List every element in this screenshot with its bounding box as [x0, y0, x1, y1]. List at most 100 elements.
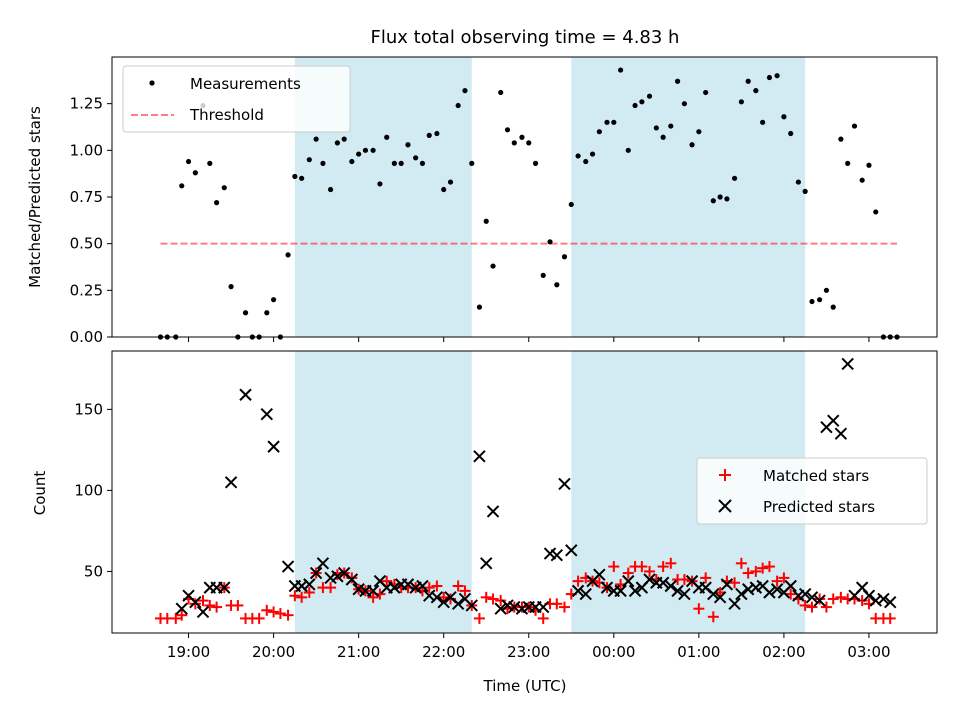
measurement-point: [632, 102, 638, 109]
matched-star-point: [678, 574, 690, 586]
matched-star-point: [644, 565, 656, 577]
measurement-point: [710, 198, 716, 204]
bottom-x-ticks: 19:00 20:00 21:00 22:00 23:00 00:00 01:00 02:00…: [167, 633, 891, 661]
predicted-star-point: [834, 427, 848, 440]
measurement-point: [320, 160, 326, 166]
predicted-star-point: [196, 605, 210, 619]
top-y-tick-label: 0.75: [70, 188, 103, 206]
predicted-star-point: [401, 578, 415, 591]
matched-star-point: [700, 572, 712, 584]
predicted-star-point: [813, 594, 826, 607]
measurement-point: [596, 129, 602, 135]
measurement-point: [441, 186, 447, 193]
predicted-star-point: [622, 574, 635, 588]
predicted-star-point: [473, 450, 486, 463]
matched-star-point: [480, 591, 492, 603]
top-legend-box: [122, 65, 351, 133]
measurement-point: [264, 310, 270, 316]
predicted-star-point: [728, 597, 741, 611]
measurement-point: [384, 134, 390, 140]
predicted-star-point: [416, 579, 429, 593]
predicted-star-point: [841, 357, 854, 371]
predicted-star-point: [224, 476, 238, 489]
measurement-point: [745, 78, 751, 84]
measurement-point: [391, 160, 397, 166]
top-y-tick-label: 0.00: [70, 328, 103, 346]
measurement-point: [561, 254, 568, 260]
predicted-star-point: [571, 584, 585, 598]
predicted-star-point: [877, 592, 890, 606]
measurement-point: [327, 186, 334, 193]
measurement-point: [334, 140, 340, 146]
measurement-point: [575, 153, 581, 159]
bottom-y-tick-label: 50: [84, 562, 103, 580]
predicted-star-point: [656, 576, 670, 589]
measurement-point: [476, 304, 483, 310]
measurement-point: [377, 181, 383, 187]
measurement-point: [540, 272, 546, 278]
matched-star-point: [799, 599, 811, 611]
measurement-point: [674, 78, 681, 84]
measurement-point: [370, 147, 376, 153]
matched-star-point: [558, 601, 570, 613]
predicted-star-point: [671, 584, 684, 598]
measurement-point: [299, 175, 305, 181]
measurement-point: [469, 160, 475, 166]
measurement-point: [766, 74, 773, 81]
matched-star-point: [253, 612, 265, 624]
predicted-star-point: [281, 560, 295, 573]
measurement-point: [689, 142, 695, 148]
measurement-point: [738, 99, 744, 105]
matched-star-point: [814, 593, 826, 605]
measurement-point: [547, 239, 553, 245]
matched-star-point: [785, 588, 797, 600]
predicted-star-point: [316, 557, 330, 570]
measurement-point: [526, 140, 532, 146]
measurement-point: [504, 127, 511, 133]
predicted-star-point: [331, 570, 344, 583]
measurement-point: [434, 130, 440, 137]
measurement-point: [426, 132, 432, 138]
matched-star-point: [657, 561, 669, 573]
top-y-tick-label: 1.25: [70, 95, 103, 113]
measurement-point: [583, 158, 589, 165]
bottom-panel: 50 100 150 19:00 20:00 21:00 22:00 23:00 00:00 0…: [31, 350, 938, 695]
predicted-star-point: [763, 586, 776, 599]
measurement-point: [462, 88, 468, 94]
top-y-ticks: 0.00 0.25 0.50 0.75 1.00 1.25: [70, 95, 112, 346]
measurement-point: [306, 157, 312, 163]
measurement-point: [753, 88, 759, 94]
matched-star-point: [367, 591, 379, 603]
predicted-star-point: [480, 557, 493, 570]
top-x-ticks: [188, 337, 870, 342]
matched-star-point: [551, 598, 563, 610]
legend-marker-measurements: [149, 80, 155, 86]
legend-label-measurements: Measurements: [190, 75, 301, 93]
predicted-star-point: [494, 602, 507, 615]
matched-star-point: [757, 562, 769, 574]
matched-star-point: [820, 601, 832, 613]
predicted-star-point: [430, 591, 444, 604]
matched-star-point: [170, 612, 182, 624]
top-shaded-interval-1: [571, 57, 806, 337]
x-tick-label: 02:00: [762, 643, 805, 661]
measurement-point: [830, 304, 836, 310]
predicted-star-point: [267, 440, 280, 453]
measurement-point: [802, 188, 808, 194]
measurement-point: [419, 160, 426, 166]
predicted-star-point: [713, 591, 727, 604]
predicted-star-point: [565, 544, 578, 557]
matched-star-point: [827, 593, 839, 605]
x-tick-label: 22:00: [422, 643, 465, 661]
measurement-point: [639, 99, 645, 105]
matched-star-point: [729, 577, 741, 589]
x-tick-label: 01:00: [677, 643, 720, 661]
predicted-star-point: [720, 578, 734, 591]
measurement-point: [866, 162, 872, 168]
measurement-point: [618, 67, 624, 73]
predicted-star-point: [579, 587, 592, 601]
predicted-star-point: [388, 581, 401, 594]
bottom-axes-frame: [111, 350, 938, 634]
legend-label-predicted: Predicted stars: [763, 498, 875, 516]
matched-star-point: [742, 567, 754, 579]
